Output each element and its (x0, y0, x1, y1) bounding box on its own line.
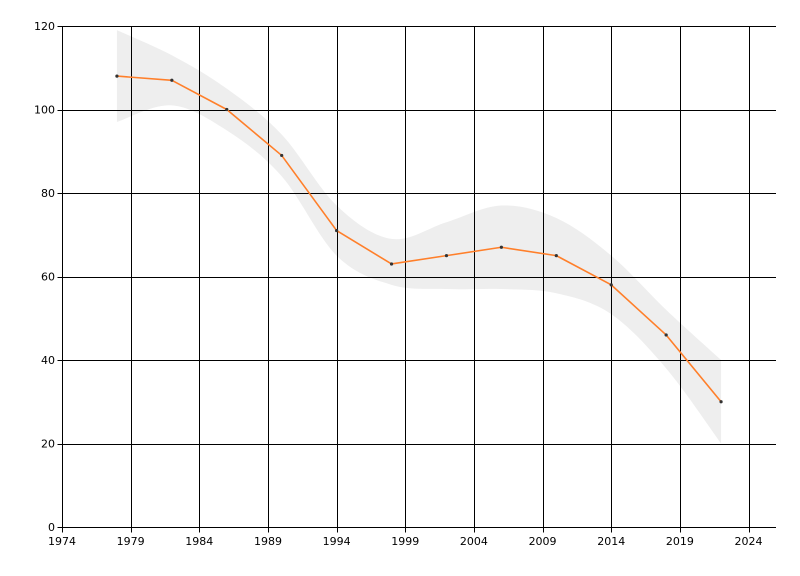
x-tick-label: 1999 (391, 535, 419, 548)
y-tick-label: 60 (41, 271, 55, 284)
x-tick-label: 1974 (48, 535, 76, 548)
x-tick-label: 2019 (666, 535, 694, 548)
y-tick-label: 80 (41, 187, 55, 200)
x-tick-label: 2014 (597, 535, 625, 548)
series-layer (115, 74, 723, 404)
data-point (609, 283, 613, 287)
series-line (116, 75, 722, 403)
data-point (225, 107, 229, 112)
x-tick-label: 1984 (185, 535, 213, 548)
confidence-band (116, 30, 722, 444)
x-tick-label: 1989 (254, 535, 282, 548)
data-point (280, 153, 284, 158)
x-tick-label: 1979 (117, 535, 145, 548)
y-tick-label: 40 (41, 354, 55, 367)
data-point (115, 74, 119, 78)
y-tick-label: 120 (34, 20, 55, 33)
data-point (499, 245, 503, 249)
data-point (719, 400, 723, 404)
data-point (335, 228, 339, 233)
data-point (664, 333, 668, 337)
data-point (389, 262, 394, 266)
data-point (170, 78, 174, 82)
data-point (554, 254, 558, 258)
grid-layer (62, 26, 776, 527)
tick-label-layer: 1974 1979 1984 1989 1994 1999 2004 2009 2014 2019… (34, 20, 763, 548)
x-tick-label: 1994 (323, 535, 351, 548)
x-tick-label: 2024 (735, 535, 763, 548)
y-tick-label: 20 (41, 438, 55, 451)
y-tick-label: 0 (48, 521, 55, 534)
data-point (444, 254, 449, 258)
y-tick-label: 100 (34, 104, 55, 117)
x-tick-label: 2009 (529, 535, 557, 548)
x-tick-label: 2004 (460, 535, 488, 548)
confidence-band-layer (116, 30, 722, 444)
axis-layer (57, 26, 776, 533)
